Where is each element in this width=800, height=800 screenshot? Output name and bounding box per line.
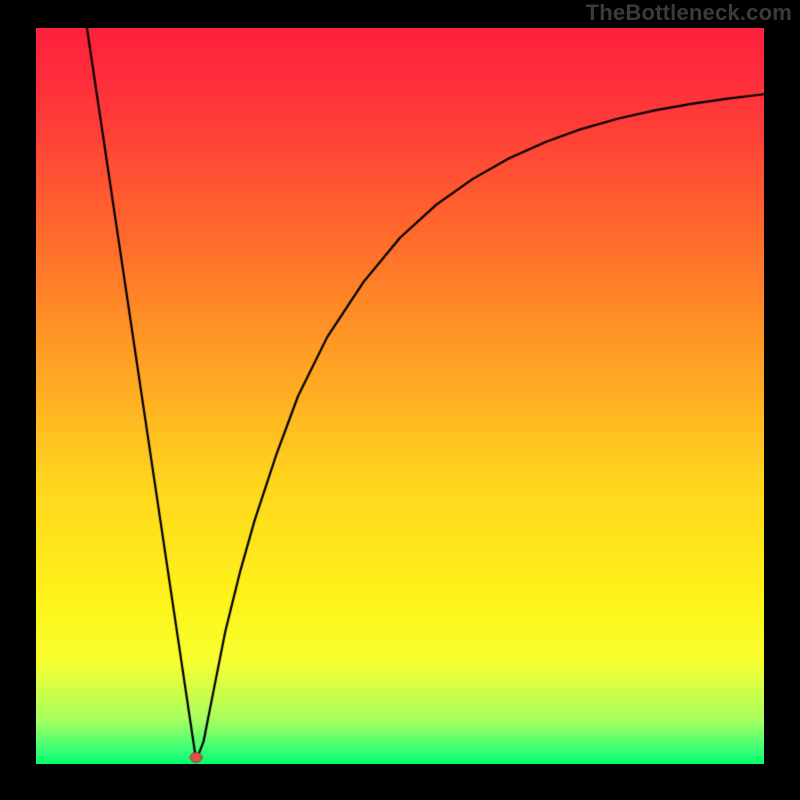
chart-root: TheBottleneck.com (0, 0, 800, 800)
plot-area (36, 28, 764, 764)
plot-canvas (36, 28, 764, 764)
watermark-text: TheBottleneck.com (586, 0, 792, 26)
